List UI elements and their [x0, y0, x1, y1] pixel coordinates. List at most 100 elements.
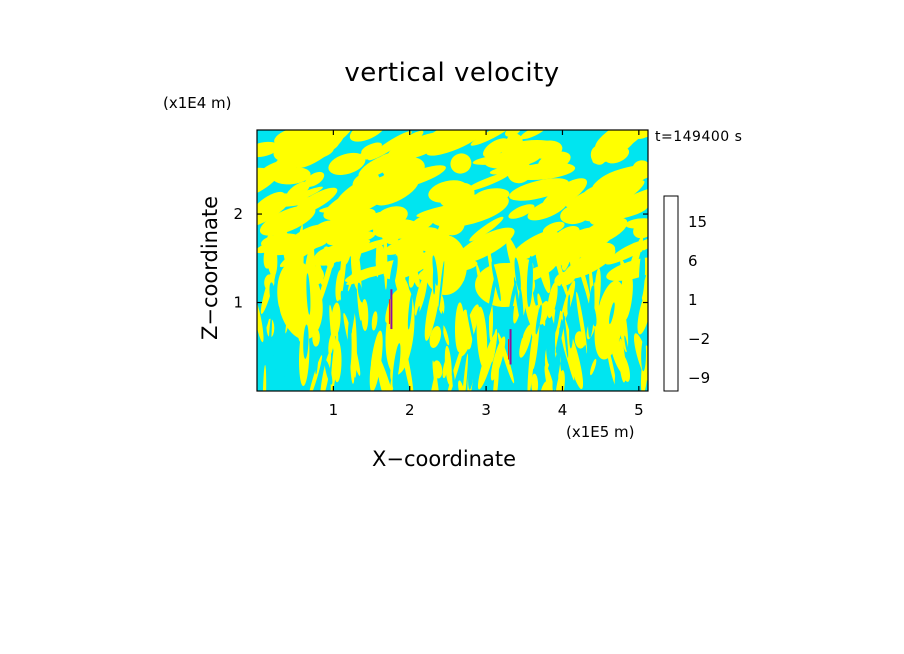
field-positive-streak — [414, 274, 428, 316]
field-positive-streak — [315, 258, 324, 286]
field-negative-streak — [535, 304, 542, 335]
field-negative-streak — [347, 296, 350, 319]
field-negative-streak — [614, 371, 620, 391]
field-negative-streak — [465, 303, 476, 349]
field-negative-streak — [322, 320, 328, 342]
field-positive-streak — [461, 353, 469, 391]
field-negative-streak — [263, 305, 271, 331]
field-positive-streak — [531, 373, 539, 391]
field-positive-blob — [278, 130, 333, 143]
field-positive-streak — [375, 245, 385, 272]
field-positive-blob — [399, 135, 443, 159]
field-negative-streak — [641, 338, 647, 372]
field-positive-streak — [257, 296, 264, 343]
field-positive-streak — [331, 302, 341, 337]
x-axis-ticks: 1 2 3 4 5 — [329, 130, 644, 419]
field-negative-streak — [555, 316, 566, 354]
field-negative-streak — [269, 282, 276, 304]
field-positive-streak — [527, 330, 536, 391]
field-positive-streak — [454, 302, 465, 353]
field-negative-streak — [518, 288, 524, 339]
field-positive-blob — [625, 218, 648, 229]
colorbar-label: 1 — [688, 291, 698, 309]
field-positive-streak — [544, 365, 560, 391]
field-negative-streak — [609, 302, 615, 324]
field-positive-patch — [385, 285, 415, 375]
field-negative-streak — [569, 311, 574, 349]
field-positive-streak — [637, 289, 648, 335]
field-positive-streak — [335, 270, 343, 302]
field-positive-blob — [257, 191, 285, 218]
field-positive-streak — [581, 245, 587, 278]
field-positive-streak — [532, 304, 539, 322]
field-negative-streak — [363, 361, 371, 388]
field-negative-streak — [438, 260, 445, 310]
field-positive-patch — [423, 235, 467, 295]
field-negative-streak — [553, 284, 563, 334]
field-positive-streak — [490, 336, 506, 381]
field-positive-blob — [470, 130, 514, 146]
colorbar-label: −2 — [688, 330, 710, 348]
field-positive-blob — [455, 227, 515, 264]
field-negative-streak — [268, 315, 272, 358]
field-negative-streak — [432, 266, 436, 295]
field-positive-streak — [538, 300, 550, 325]
field-positive-blob — [286, 181, 310, 200]
field-positive-streak — [476, 306, 488, 368]
field-positive-blob — [509, 178, 569, 201]
y-tick-label: 2 — [233, 205, 243, 223]
field-negative-streak — [546, 339, 551, 365]
colorbar-label: −9 — [688, 369, 710, 387]
field-negative-streak — [303, 324, 309, 359]
field-negative-streak — [257, 344, 264, 378]
field-positive-patch — [535, 233, 585, 267]
field-positive-blob — [489, 165, 525, 175]
field-positive-blob — [589, 200, 630, 226]
field-positive-blob — [359, 147, 383, 160]
field-positive-streak — [343, 312, 361, 376]
y-tick-label: 1 — [233, 294, 243, 312]
field-positive-blob — [271, 186, 323, 210]
field-positive-streak — [308, 355, 323, 391]
field-negative-streak — [514, 257, 521, 292]
field-positive-streak — [361, 299, 369, 331]
field-negative-streak — [487, 274, 497, 318]
field-positive-streak — [594, 267, 601, 312]
field-negative-streak — [357, 282, 364, 303]
field-positive-streak — [350, 245, 362, 291]
field-positive-streak — [444, 345, 452, 386]
x-tick-label: 2 — [405, 401, 415, 419]
field-negative-streak — [273, 350, 278, 372]
field-negative-streak — [624, 335, 629, 356]
field-positive-patch — [431, 192, 509, 228]
field-positive-blob — [577, 217, 628, 247]
field-positive-blob — [449, 130, 488, 146]
field-negative-streak — [324, 359, 333, 385]
plot-frame — [256, 129, 649, 392]
field-negative-streak — [526, 255, 533, 308]
field-positive-patch — [277, 260, 323, 340]
field-positive-streak — [519, 324, 532, 358]
field-positive-blob — [428, 180, 468, 203]
field-positive-streak — [410, 260, 420, 288]
field-positive-blob — [257, 167, 274, 188]
field-negative-streak — [582, 344, 588, 391]
field-positive-streak — [377, 367, 387, 391]
field-positive-blob — [326, 231, 376, 246]
field-negative-streak — [312, 348, 316, 372]
field-positive-streak — [376, 354, 398, 391]
field-positive-streak — [574, 331, 586, 349]
velocity-field — [257, 130, 648, 391]
field-positive-streak — [640, 345, 648, 391]
field-positive-blob — [565, 193, 624, 211]
field-positive-blob — [510, 230, 558, 262]
field-negative-streak — [468, 338, 476, 390]
field-negative-streak — [407, 294, 413, 330]
field-negative-streak — [416, 350, 422, 388]
field-positive-blob — [296, 234, 327, 252]
field-positive-blob — [605, 235, 648, 265]
field-positive-streak — [320, 351, 332, 391]
field-positive-streak — [432, 360, 440, 391]
field-positive-blob — [632, 160, 648, 180]
